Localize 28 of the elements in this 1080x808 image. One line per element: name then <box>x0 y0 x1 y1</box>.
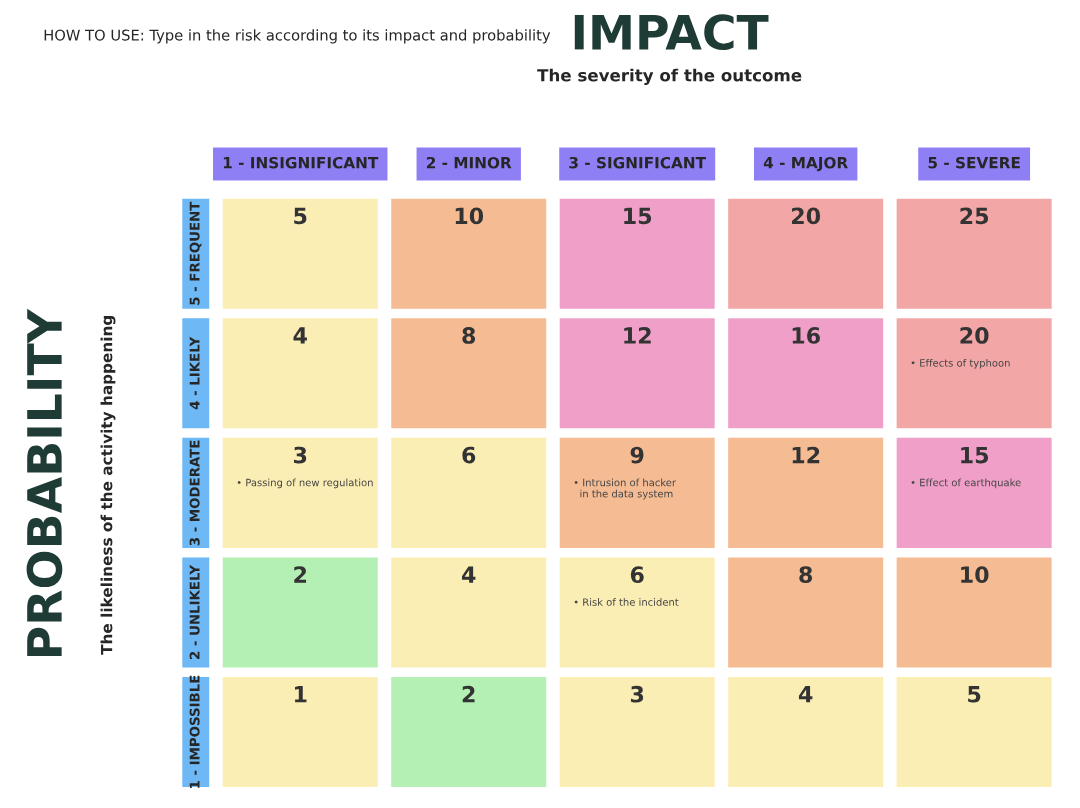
data-label: 10 <box>455 207 484 225</box>
data-label: 4 <box>293 327 307 344</box>
y-axis-title: PROBABILITY <box>26 308 63 657</box>
data-label: 9 <box>630 446 644 464</box>
data-label: 12 <box>792 446 820 464</box>
data-label: 6 <box>630 566 644 584</box>
data-label: 3 <box>294 446 307 464</box>
data-label: 3 <box>630 685 644 703</box>
data-label: 12 <box>624 327 651 344</box>
data-label: 20 <box>960 327 989 344</box>
data-label: 8 <box>462 327 476 344</box>
data-label: 4 <box>461 566 476 583</box>
data-label: 1 <box>295 686 307 703</box>
data-label: 2 <box>462 685 475 703</box>
data-label: 5 <box>968 686 981 703</box>
data-label: 8 <box>799 566 813 584</box>
data-label: 15 <box>961 446 989 464</box>
data-label: 4 <box>798 686 813 703</box>
data-label: 15 <box>624 207 652 225</box>
data-label: 5 <box>294 207 307 225</box>
data-label: 6 <box>462 446 476 464</box>
chart-subtitle: The severity of the outcome <box>537 68 802 85</box>
chart-title: IMPACT <box>574 14 769 51</box>
data-label: 20 <box>791 207 821 225</box>
data-label: 2 <box>294 566 307 583</box>
data-label: 10 <box>961 566 989 584</box>
data-label: 25 <box>960 207 989 225</box>
data-label: 16 <box>792 327 820 344</box>
